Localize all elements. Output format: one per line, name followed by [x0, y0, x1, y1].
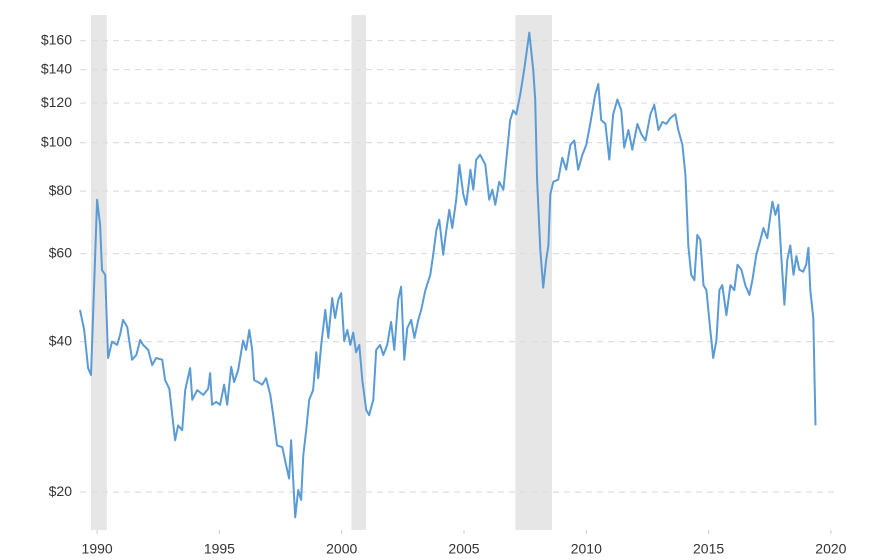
recession-band [351, 15, 367, 530]
recession-band [91, 15, 107, 530]
x-tick-label: 1995 [204, 541, 235, 557]
y-tick-label: $140 [41, 60, 72, 76]
x-tick-label: 2015 [693, 541, 724, 557]
y-tick-label: $80 [49, 182, 73, 198]
x-tick-label: 2005 [448, 541, 479, 557]
recession-band [515, 15, 553, 530]
x-tick-label: 1990 [82, 541, 113, 557]
y-tick-label: $120 [41, 94, 72, 110]
x-tick-label: 2010 [571, 541, 602, 557]
x-tick-label: 2020 [815, 541, 846, 557]
x-tick-label: 2000 [326, 541, 357, 557]
y-tick-label: $100 [41, 133, 72, 149]
y-tick-label: $160 [41, 31, 72, 47]
y-tick-label: $60 [49, 244, 73, 260]
y-tick-label: $40 [49, 332, 73, 348]
price-line [79, 31, 817, 519]
y-tick-label: $20 [49, 483, 73, 499]
